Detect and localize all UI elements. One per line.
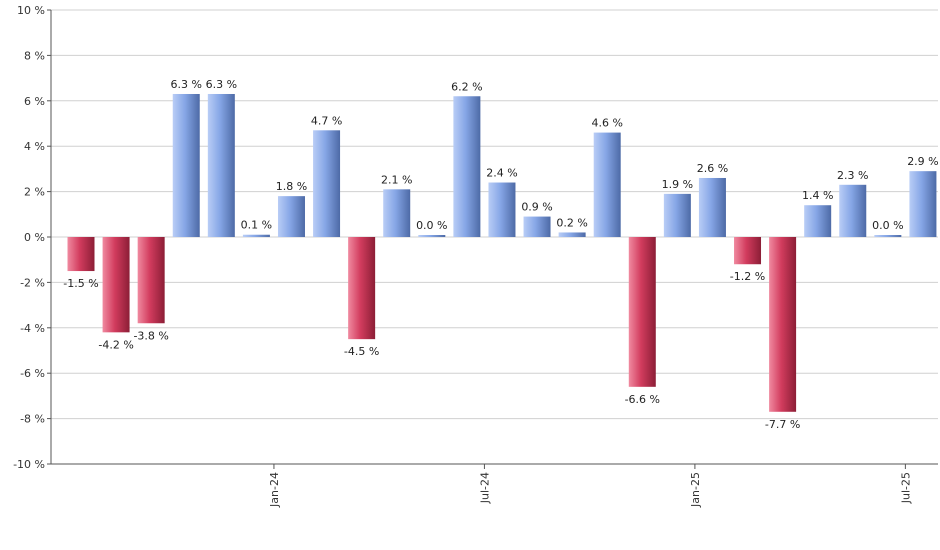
bar: [137, 237, 165, 324]
data-label: -3.8 %: [133, 329, 168, 342]
bar: [488, 182, 516, 237]
y-tick-label: 2 %: [24, 186, 45, 199]
data-label: -1.2 %: [730, 270, 765, 283]
data-label: -4.5 %: [344, 345, 379, 358]
data-label: 0.2 %: [556, 216, 587, 229]
data-label: 0.1 %: [241, 219, 272, 232]
bar: [313, 130, 341, 237]
x-tick-label: Jul-25: [899, 472, 912, 504]
data-label: 0.0 %: [416, 219, 447, 232]
data-label: 1.8 %: [276, 180, 307, 193]
bar: [242, 234, 270, 237]
data-label: -6.6 %: [625, 393, 660, 406]
data-label: 2.9 %: [907, 155, 938, 168]
bar: [558, 232, 586, 237]
data-labels: -1.5 % -4.2 %-3.8 % 6.3 % 6.3 % 0.1 % 1.8 % 4.…: [63, 78, 938, 431]
x-tick-label: Jan-24: [268, 472, 281, 508]
data-label: 0.0 %: [872, 219, 903, 232]
x-tick-label: Jul-24: [478, 472, 491, 504]
y-tick-label: 4 %: [24, 140, 45, 153]
bar: [172, 93, 200, 238]
bar: [628, 237, 656, 387]
data-label: 0.9 %: [521, 201, 552, 214]
data-label: 1.4 %: [802, 189, 833, 202]
bar: [383, 189, 411, 237]
data-label: -1.5 %: [63, 277, 98, 290]
bar: [734, 237, 762, 265]
y-tick-label: -2 %: [20, 276, 45, 289]
data-label: 2.4 %: [486, 167, 517, 180]
y-tick-label: 8 %: [24, 49, 45, 62]
bar: [698, 177, 726, 237]
bar: [67, 237, 95, 272]
y-tick-label: -10 %: [13, 458, 45, 471]
x-axis-tick-labels: Jan-24 Jul-24 Jan-25 Jul-25: [268, 464, 912, 508]
bar: [348, 237, 376, 340]
data-label: 6.3 %: [206, 78, 237, 91]
y-tick-label: -6 %: [20, 367, 45, 380]
data-label: -4.2 %: [98, 338, 133, 351]
bar: [523, 216, 551, 237]
data-label: 4.6 %: [591, 117, 622, 130]
bar: [769, 237, 797, 412]
bar: [663, 193, 691, 237]
bar: [804, 205, 832, 237]
data-label: 2.1 %: [381, 173, 412, 186]
bar: [102, 237, 130, 333]
bar: [453, 96, 481, 237]
axes: [50, 10, 938, 465]
bar: [839, 184, 867, 237]
data-label: 6.3 %: [171, 78, 202, 91]
bar: [277, 196, 305, 237]
y-tick-label: 10 %: [17, 4, 45, 17]
bar: [207, 93, 235, 238]
y-tick-label: -4 %: [20, 322, 45, 335]
bar: [418, 235, 446, 237]
data-label: 1.9 %: [662, 178, 693, 191]
bar: [909, 171, 937, 237]
data-label: 6.2 %: [451, 80, 482, 93]
y-tick-label: 0 %: [24, 231, 45, 244]
data-label: 2.3 %: [837, 169, 868, 182]
y-tick-label: -8 %: [20, 413, 45, 426]
y-tick-label: 6 %: [24, 95, 45, 108]
data-label: 4.7 %: [311, 114, 342, 127]
bar: [593, 132, 621, 237]
y-axis-tick-labels: -10 % -8 % -6 % -4 % -2 % 0 % 2 % 4 % 6 % 8 % 10 %: [13, 4, 45, 471]
bar: [874, 235, 902, 237]
bars: [67, 93, 937, 412]
x-tick-label: Jan-25: [689, 472, 702, 508]
data-label: 2.6 %: [697, 162, 728, 175]
data-label: -7.7 %: [765, 418, 800, 431]
